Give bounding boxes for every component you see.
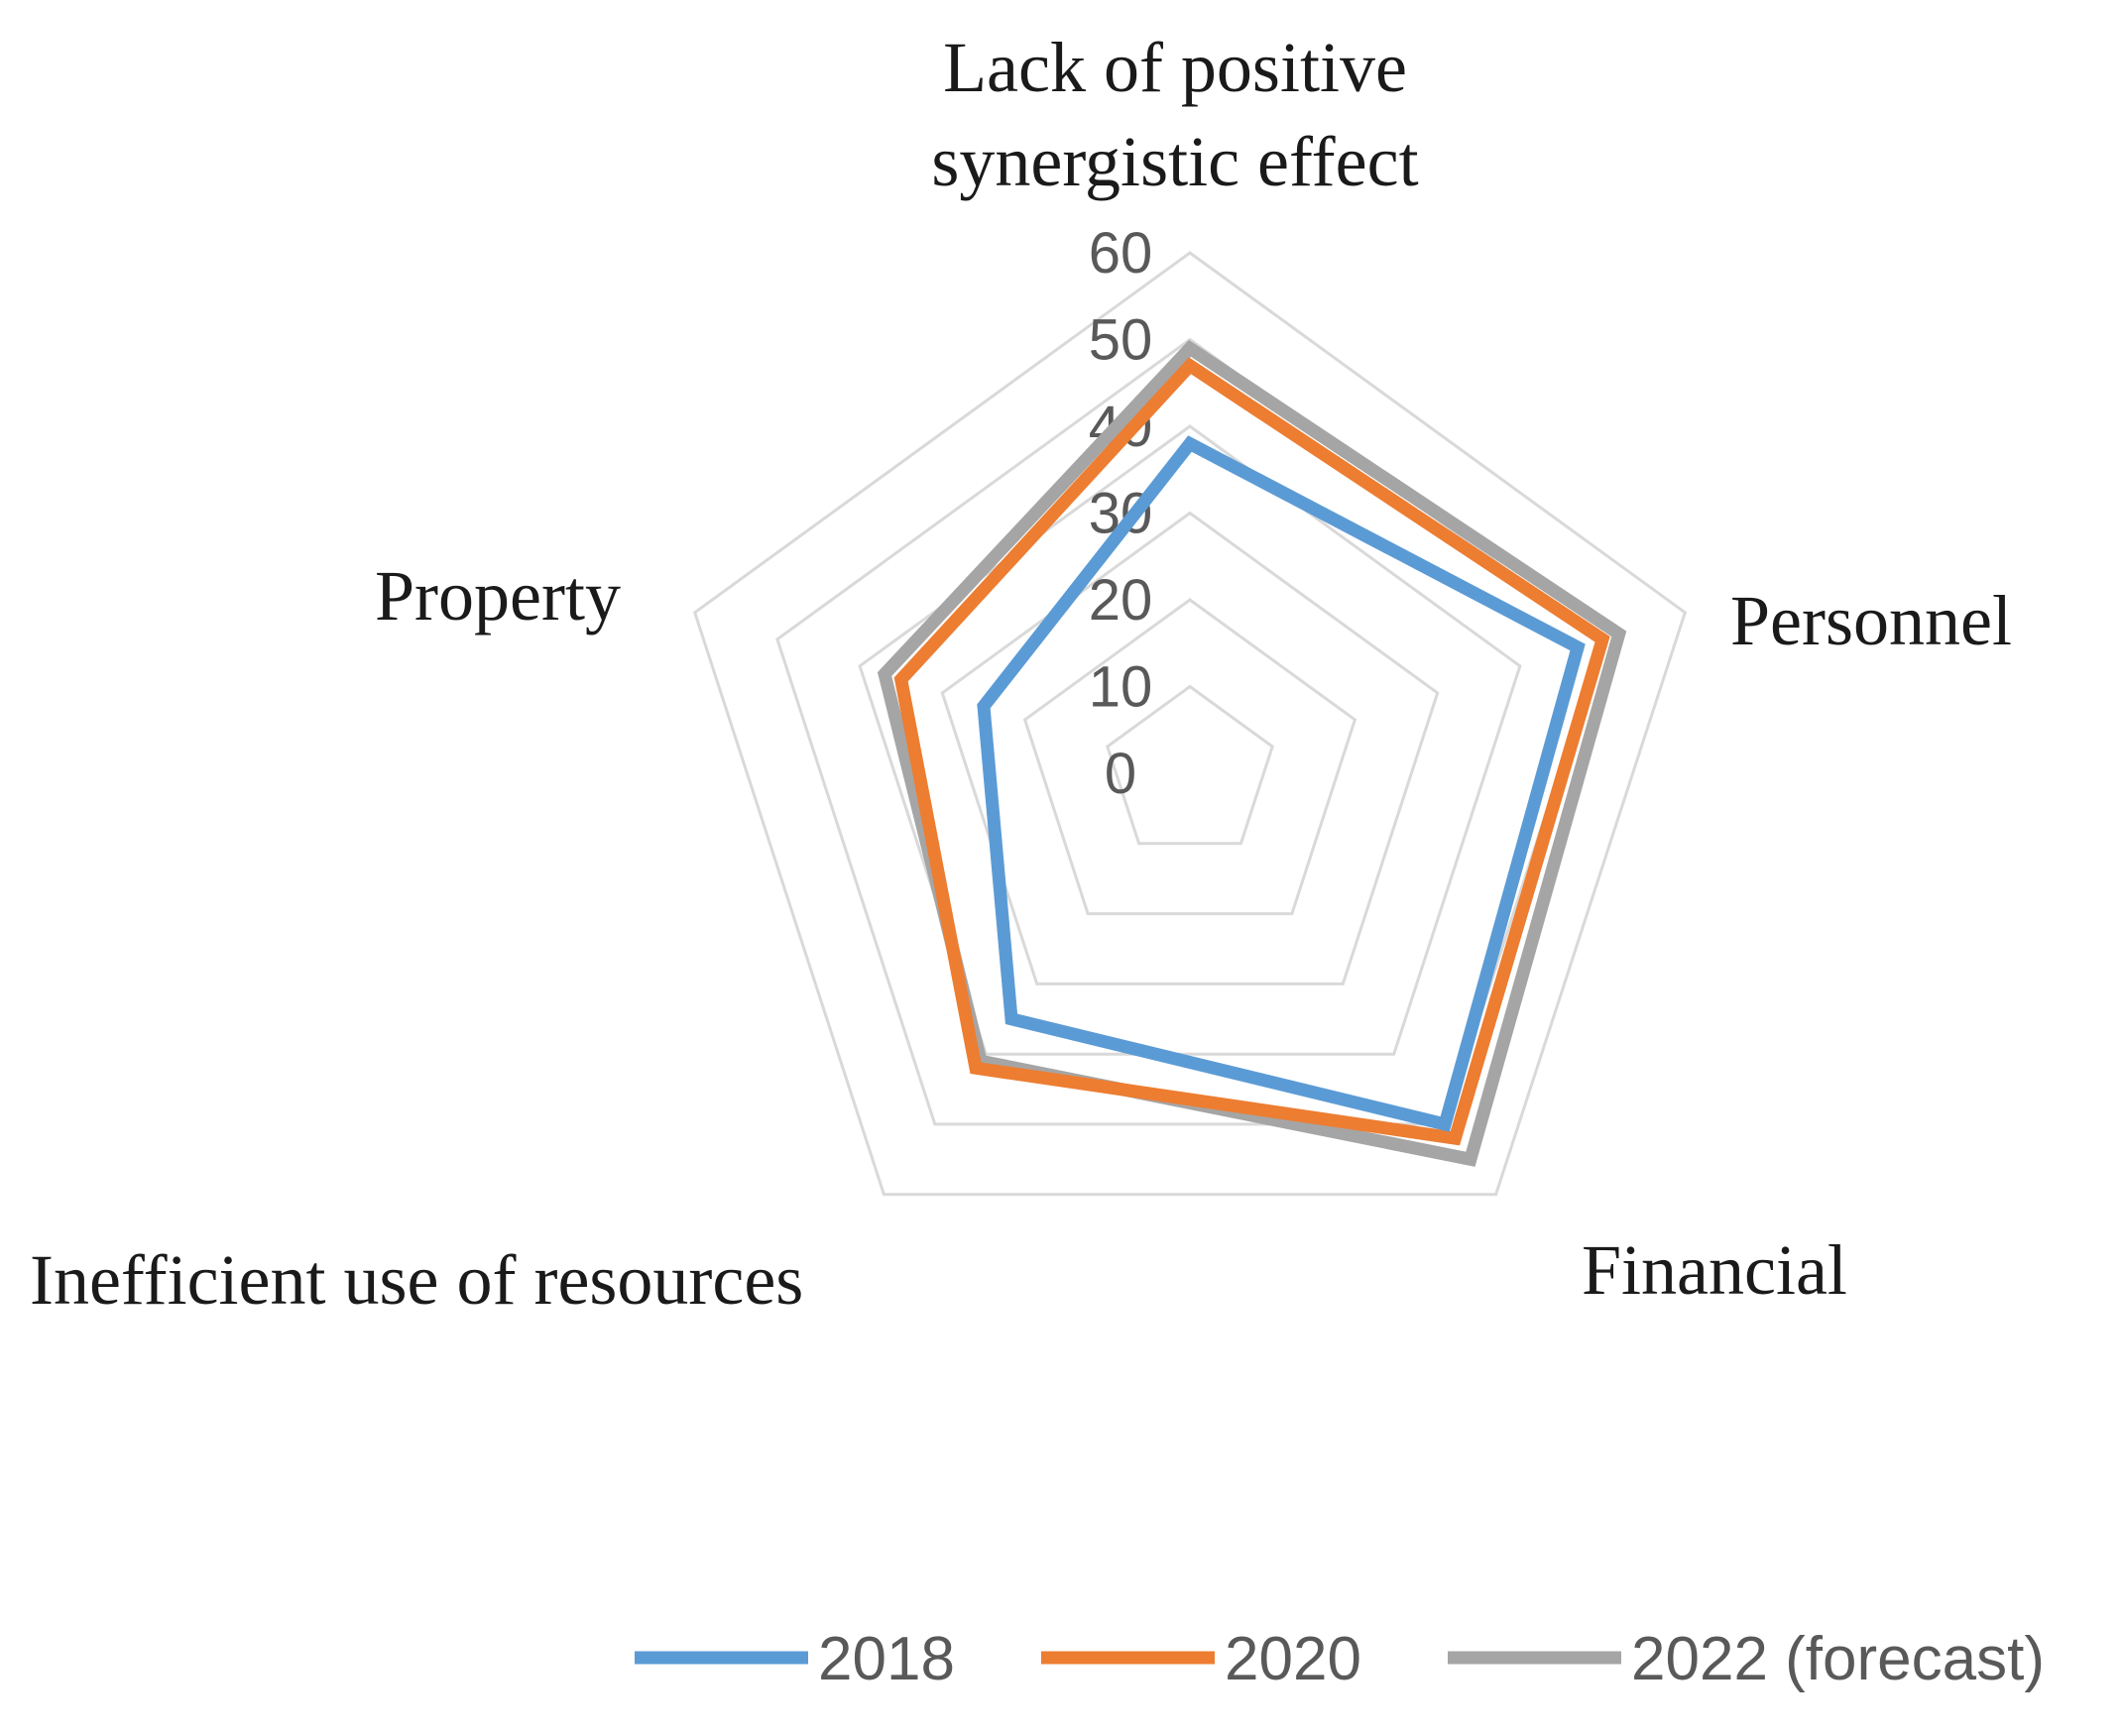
axis-label-4-line-0: Property	[375, 556, 621, 636]
tick-label-60: 60	[1089, 221, 1153, 286]
grid-ring-40	[858, 424, 1522, 1056]
legend-label-0: 2018	[818, 1625, 955, 1693]
tick-label-0: 0	[1105, 742, 1136, 806]
tick-label-20: 20	[1089, 568, 1153, 633]
axis-labels: Lack of positive synergistic effect Person…	[30, 28, 2012, 1320]
legend-label-2: 2022 (forecast)	[1631, 1625, 2045, 1693]
series-line-2020	[893, 357, 1610, 1146]
legend-label-1: 2020	[1225, 1625, 1361, 1693]
grid-ring-10	[1106, 684, 1274, 846]
tick-label-10: 10	[1089, 655, 1153, 720]
axis-label-2-line-0: Financial	[1582, 1230, 1847, 1310]
radar-grid	[692, 251, 1688, 1197]
axis-label-0-line-1: synergistic effect	[931, 122, 1418, 201]
grid-ring-30	[940, 511, 1440, 985]
series-lines	[877, 339, 1627, 1167]
grid-ring-20	[1022, 598, 1357, 916]
axis-label-3-line-0: Inefficient use of resources	[30, 1240, 803, 1320]
grid-ring-60	[692, 251, 1688, 1197]
axis-label-0-line-0: Lack of positive	[943, 28, 1407, 107]
tick-label-50: 50	[1089, 308, 1153, 373]
legend: 2018 2020 2022 (forecast)	[635, 1625, 2045, 1693]
series-line-2018	[977, 435, 1586, 1132]
axis-label-1-line-0: Personnel	[1730, 581, 2012, 660]
